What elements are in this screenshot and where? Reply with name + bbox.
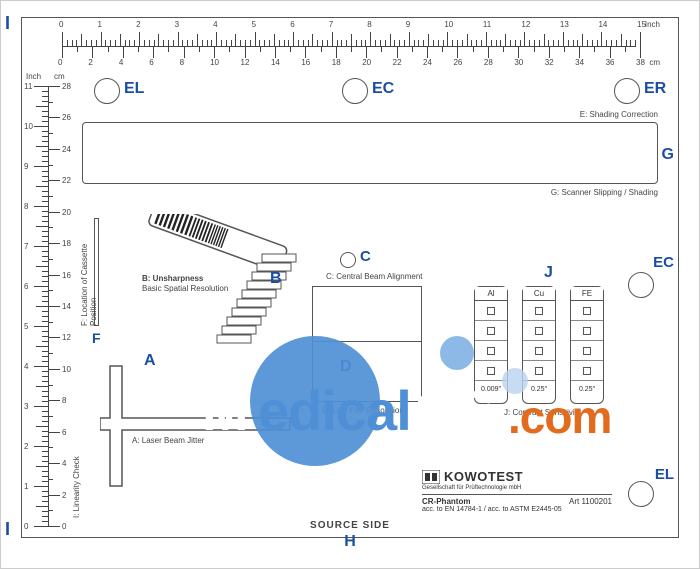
kowotest-logo-icon	[422, 470, 440, 484]
h-text: SOURCE SIDE	[310, 520, 390, 531]
c-letter: C	[360, 248, 371, 265]
c-circle	[340, 252, 356, 268]
er-top-label: ER	[644, 80, 666, 98]
ec-circle-right	[628, 272, 654, 298]
inch-unit-left: Inch	[26, 72, 41, 81]
left-ruler: Inch cm 02468101214161820222426280123456…	[28, 78, 76, 527]
e-text: E: Shading Correction	[580, 110, 658, 119]
corner-i-top: I	[5, 13, 10, 34]
inch-unit-top: Inch	[645, 20, 660, 29]
wm-edical: edical	[258, 378, 411, 443]
kowotest-sub: Gesellschaft für Prüftechnologie mbH	[422, 485, 612, 491]
el-bottom-label: EL	[655, 466, 674, 483]
a-text: A: Laser Beam Jitter	[132, 436, 204, 445]
f-text: F: Location of Cassette Position	[80, 218, 98, 326]
el-circle-bottom	[628, 481, 654, 507]
b-letter: B	[270, 270, 282, 288]
wm-m: M	[202, 378, 248, 443]
wm-com: .com	[508, 390, 611, 444]
kowotest-std: acc. to EN 14784-1 / acc. to ASTM E2445-…	[422, 506, 612, 513]
ec-right-label: EC	[653, 254, 674, 271]
cm-unit-left: cm	[54, 72, 65, 81]
top-ruler: Inch cm 01234567891011121314150246810121…	[62, 22, 658, 70]
frame: I I Inch cm 0123456789101112131415024681…	[0, 0, 700, 569]
ec-circle-top	[342, 78, 368, 104]
el-circle-top	[94, 78, 120, 104]
kowotest-brand: KOWOTEST	[444, 469, 523, 484]
er-circle-top	[614, 78, 640, 104]
i-text: I: Linearity Check	[72, 438, 81, 518]
g-letter: G	[662, 146, 674, 164]
c-text: C: Central Beam Alignment	[326, 272, 423, 281]
g-rect	[82, 122, 658, 184]
h-letter: H	[344, 533, 356, 551]
kowotest-block: KOWOTEST Gesellschaft für Prüftechnologi…	[422, 469, 612, 513]
a-letter: A	[144, 352, 156, 370]
stepwedge: Cu0.25″	[522, 286, 556, 404]
stepwedge: FE0.25″	[570, 286, 604, 404]
cm-unit-top: cm	[649, 58, 660, 67]
phantom-panel: Inch cm 01234567891011121314150246810121…	[21, 17, 679, 538]
wm-qc: QC	[414, 378, 496, 443]
b-text1: B: Unsharpness	[142, 274, 203, 283]
kowotest-art: Art 1100201	[569, 497, 612, 506]
b-text2: Basic Spatial Resolution	[142, 284, 228, 293]
ec-top-label: EC	[372, 80, 394, 98]
kowotest-product: CR-Phantom	[422, 497, 470, 506]
j-letter: J	[544, 264, 553, 282]
g-text: G: Scanner Slipping / Shading	[551, 188, 658, 197]
corner-i-bottom: I	[5, 519, 10, 540]
el-top-label: EL	[124, 80, 144, 98]
f-letter: F	[92, 330, 101, 346]
wm-dot-1	[440, 336, 474, 370]
